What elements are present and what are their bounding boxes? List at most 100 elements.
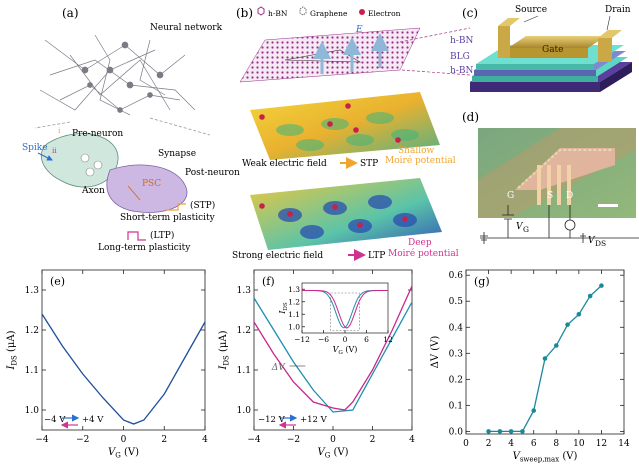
stp-label: (STP) <box>190 200 215 211</box>
sweep-end-label: +4 V <box>82 415 104 425</box>
synapse-label: Synapse <box>158 149 196 159</box>
psc-label: PSC <box>142 179 161 189</box>
scale-bar <box>598 204 618 207</box>
y-tick-label: 1.3 <box>25 286 40 296</box>
substrate-right <box>600 62 632 92</box>
y-tick-label: 1.2 <box>237 326 251 336</box>
inset-y-tick-label: 1.0 <box>288 322 300 331</box>
x-tick-label: 2 <box>370 435 376 445</box>
data-point <box>497 429 503 434</box>
inset-y-axis-label: IDS <box>278 302 289 315</box>
inset-y-tick-label: 1.2 <box>288 297 300 306</box>
data-point <box>542 356 548 361</box>
drain-electrode <box>598 38 612 62</box>
x-axis-label: VG (V) <box>317 447 348 460</box>
stp-text: Short-term plasticity <box>120 213 216 223</box>
x-axis-label: Vsweep,max (V) <box>513 451 578 464</box>
gate-label: Gate <box>542 45 564 55</box>
chart-e: −4 −2 0 2 4 1.0 1.1 1.2 1.3 VG (V) IDS (μA) (e) −4 V… <box>6 269 208 460</box>
hbn-bottom-side <box>472 76 598 82</box>
x-tick-label: 4 <box>508 439 514 449</box>
y-tick-label: 1.1 <box>237 366 251 376</box>
vg-sub: G <box>523 225 529 234</box>
sweep-start-label: −4 V <box>44 415 66 425</box>
vds-sub: DS <box>595 239 606 248</box>
data-point <box>576 311 582 317</box>
electron-dot <box>259 203 265 209</box>
plot-frame <box>41 269 206 431</box>
d-g-label: G <box>507 191 514 201</box>
stp-waveform-icon <box>165 203 186 211</box>
panel-label: (e) <box>50 275 65 288</box>
spike-i-symbol: i <box>58 126 61 135</box>
battery-vds-icon <box>569 230 586 243</box>
sweep-end-label: +12 V <box>300 415 328 425</box>
data-point <box>599 283 604 288</box>
x-axis-label: VG (V) <box>108 447 139 460</box>
deep-moire-label: Moiré potential <box>388 248 459 259</box>
strong-field-label: Strong electric field <box>232 251 323 261</box>
electron-dot <box>327 121 333 127</box>
panel-label: (f) <box>262 275 275 288</box>
panel-label: (g) <box>474 275 490 288</box>
electrode-finger <box>567 165 571 205</box>
pre-neuron-shape <box>40 133 119 188</box>
inset-x-tick-label: −6 <box>318 335 329 344</box>
zoom-lines <box>34 117 211 136</box>
inset-x-tick-label: 0 <box>343 335 348 344</box>
series-line <box>41 313 206 425</box>
x-tick-label: −2 <box>76 435 89 445</box>
zoom-to-device-lines <box>399 27 471 76</box>
drain-electrode-top <box>598 30 622 38</box>
y-axis-label: ΔV (V) <box>430 336 441 369</box>
sweep-start-label: −12 V <box>258 415 286 425</box>
inset-series-line <box>302 290 388 329</box>
b-ltp-label: LTP <box>368 251 385 261</box>
x-tick-label: 4 <box>409 435 415 445</box>
battery-vg-icon <box>502 214 514 238</box>
graphene-hexagon-icon <box>299 6 307 16</box>
y-tick-label: 1.0 <box>25 406 40 416</box>
vg-label: V <box>516 222 524 232</box>
source-electrode <box>498 26 510 58</box>
x-tick-label: −2 <box>287 435 300 445</box>
hbn-lattice-plane <box>239 27 421 83</box>
electron-dot <box>353 127 359 133</box>
vesicle <box>93 160 103 170</box>
x-tick-label: 8 <box>553 439 559 449</box>
gate-electrode-side <box>508 48 588 58</box>
spike-label: Spike <box>22 143 48 153</box>
ltp-waveform-icon <box>127 231 146 241</box>
electron-dot <box>402 216 408 222</box>
e-field-label: E <box>355 25 363 35</box>
x-tick-label: 10 <box>573 439 585 449</box>
y-tick-label: 1.3 <box>237 286 252 296</box>
legend-hbn: h-BN <box>268 9 288 18</box>
panel-c: (c) Source Drain Gate h-BN BLG h-BN <box>450 5 632 92</box>
electron-dot <box>395 137 401 143</box>
axon-label: Axon <box>81 186 105 196</box>
y-tick-label: 0.2 <box>449 375 463 385</box>
shallow-moire-label: Moiré potential <box>385 155 456 166</box>
delta-v-label: ΔV <box>271 363 286 373</box>
series-line <box>253 297 413 413</box>
d-d-label: D <box>566 191 573 201</box>
x-tick-label: 12 <box>596 439 607 449</box>
circuit-wires <box>507 205 571 238</box>
b-stp-label: STP <box>360 159 378 169</box>
electrode-finger <box>557 165 561 205</box>
hbn-top-label: h-BN <box>450 36 473 46</box>
panel-c-label: (c) <box>462 6 478 20</box>
y-tick-label: 1.0 <box>237 406 252 416</box>
x-tick-label: −4 <box>35 435 49 445</box>
electrode-leader-lines <box>523 15 611 31</box>
inset-y-tick-label: 1.3 <box>288 285 300 294</box>
shallow-wells <box>276 112 419 151</box>
y-axis-label: IDS (μA) <box>218 330 231 370</box>
weak-field-label: Weak electric field <box>242 159 327 169</box>
source-electrode-top <box>498 18 520 26</box>
pre-neuron-label: Pre-neuron <box>72 129 123 139</box>
y-tick-label: 0.6 <box>449 271 464 281</box>
x-tick-label: 2 <box>486 439 492 449</box>
hbn-top-side <box>476 64 594 70</box>
